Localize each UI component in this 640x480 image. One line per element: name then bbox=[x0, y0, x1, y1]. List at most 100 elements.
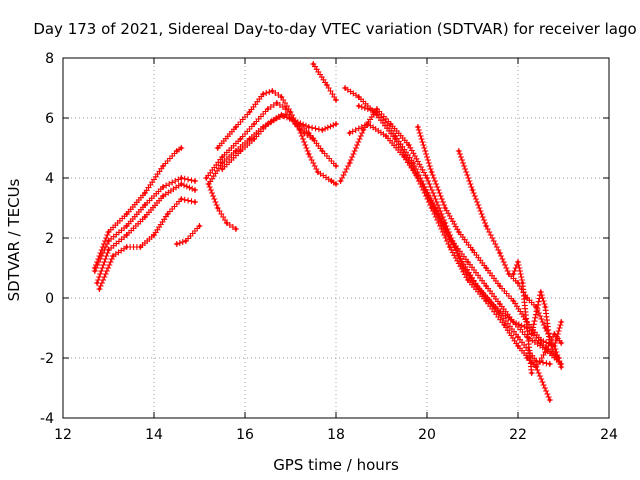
x-tick-label: 20 bbox=[418, 427, 436, 443]
plus-marker-run bbox=[123, 192, 146, 217]
plus-marker-run bbox=[392, 133, 415, 164]
plus-marker-run bbox=[464, 277, 488, 302]
plus-marker-run bbox=[264, 113, 282, 127]
plus-marker-run bbox=[469, 187, 488, 226]
plus-marker-run bbox=[251, 123, 269, 142]
x-tick-label: 18 bbox=[327, 427, 345, 443]
plus-marker-run bbox=[123, 216, 146, 238]
y-tick-label: 8 bbox=[45, 51, 54, 67]
series-track-4 bbox=[96, 196, 198, 292]
plus-marker-run bbox=[96, 256, 115, 292]
plus-marker-run bbox=[524, 355, 537, 368]
y-tick-label: 0 bbox=[45, 291, 54, 307]
plus-marker-run bbox=[319, 148, 339, 169]
plus-marker-run bbox=[464, 259, 488, 287]
plus-marker-run bbox=[160, 182, 182, 199]
plus-marker-run bbox=[214, 126, 237, 151]
plus-marker-run bbox=[205, 181, 220, 208]
plus-marker-run bbox=[182, 223, 203, 244]
plus-marker-run bbox=[424, 175, 447, 223]
y-tick-label: -2 bbox=[40, 351, 54, 367]
plus-marker-run bbox=[405, 142, 429, 179]
plus-marker-run bbox=[528, 292, 543, 337]
x-tick-label: 14 bbox=[145, 427, 163, 443]
plus-marker-run bbox=[474, 283, 497, 308]
plus-marker-run bbox=[94, 250, 111, 286]
plus-marker-run bbox=[328, 178, 339, 187]
plus-marker-run bbox=[496, 250, 511, 274]
data-marks bbox=[91, 61, 565, 403]
grid-lines bbox=[63, 58, 609, 418]
y-tick-label: 6 bbox=[45, 111, 54, 127]
plus-marker-run bbox=[455, 229, 474, 251]
plus-marker-run bbox=[414, 124, 434, 172]
plus-marker-run bbox=[105, 213, 128, 235]
plus-marker-run bbox=[173, 145, 185, 154]
plus-marker-run bbox=[346, 130, 366, 166]
plus-marker-run bbox=[273, 100, 286, 110]
plus-marker-run bbox=[141, 165, 165, 196]
y-tick-label: 2 bbox=[45, 231, 54, 247]
plus-marker-run bbox=[251, 108, 269, 127]
plus-marker-run bbox=[178, 196, 198, 205]
plus-marker-run bbox=[105, 234, 128, 253]
plus-marker-run bbox=[141, 195, 165, 220]
series-track-20 bbox=[524, 331, 565, 370]
plus-marker-run bbox=[519, 280, 530, 328]
plus-marker-run bbox=[278, 94, 292, 112]
plus-marker-run bbox=[237, 138, 255, 154]
plus-marker-run bbox=[178, 175, 198, 184]
plus-marker-run bbox=[455, 253, 479, 287]
plus-marker-run bbox=[237, 123, 255, 142]
plus-marker-run bbox=[151, 213, 169, 238]
plus-marker-run bbox=[383, 133, 406, 158]
plus-marker-run bbox=[483, 223, 502, 253]
plus-marker-run bbox=[419, 181, 443, 221]
plus-marker-run bbox=[219, 150, 242, 172]
plus-marker-run bbox=[178, 181, 198, 193]
series-track-10 bbox=[310, 61, 339, 103]
plus-marker-run bbox=[455, 148, 475, 190]
plus-marker-run bbox=[219, 138, 242, 160]
x-tick-label: 12 bbox=[54, 427, 72, 443]
plus-marker-run bbox=[437, 217, 461, 257]
plus-marker-run bbox=[510, 319, 528, 330]
plus-marker-run bbox=[469, 247, 488, 269]
plus-marker-run bbox=[278, 112, 296, 123]
y-tick-label: 4 bbox=[45, 171, 54, 187]
x-tick-label: 16 bbox=[236, 427, 254, 443]
x-tick-label: 22 bbox=[509, 427, 527, 443]
plus-marker-run bbox=[524, 295, 537, 308]
series-track-14 bbox=[355, 103, 565, 367]
plus-marker-run bbox=[524, 334, 546, 351]
series-track-9 bbox=[219, 112, 339, 172]
plus-marker-run bbox=[314, 169, 332, 183]
plus-marker-run bbox=[164, 198, 182, 217]
plus-marker-run bbox=[319, 121, 339, 133]
plus-marker-run bbox=[542, 334, 556, 355]
plus-marker-run bbox=[442, 205, 461, 233]
plus-marker-run bbox=[515, 259, 525, 283]
plus-marker-run bbox=[310, 61, 329, 86]
plus-marker-run bbox=[542, 304, 553, 343]
series-track-11 bbox=[205, 181, 239, 232]
plus-marker-run bbox=[387, 121, 410, 146]
plus-marker-run bbox=[483, 298, 506, 326]
x-axis-label: GPS time / hours bbox=[273, 456, 399, 474]
plus-marker-run bbox=[483, 283, 501, 305]
plus-marker-run bbox=[551, 331, 565, 346]
plus-marker-run bbox=[373, 109, 397, 137]
plus-marker-run bbox=[346, 122, 368, 136]
series-track-18 bbox=[510, 259, 535, 376]
plus-marker-run bbox=[203, 156, 224, 181]
series-track-15 bbox=[346, 121, 562, 361]
x-tick-label: 24 bbox=[600, 427, 618, 443]
plus-marker-run bbox=[269, 88, 282, 98]
plus-marker-run bbox=[110, 245, 127, 259]
chart-title: Day 173 of 2021, Sidereal Day-to-day VTE… bbox=[33, 20, 636, 38]
plus-marker-run bbox=[428, 169, 448, 208]
plus-marker-run bbox=[141, 186, 164, 208]
plus-marker-run bbox=[160, 176, 182, 190]
plus-marker-run bbox=[401, 154, 424, 185]
